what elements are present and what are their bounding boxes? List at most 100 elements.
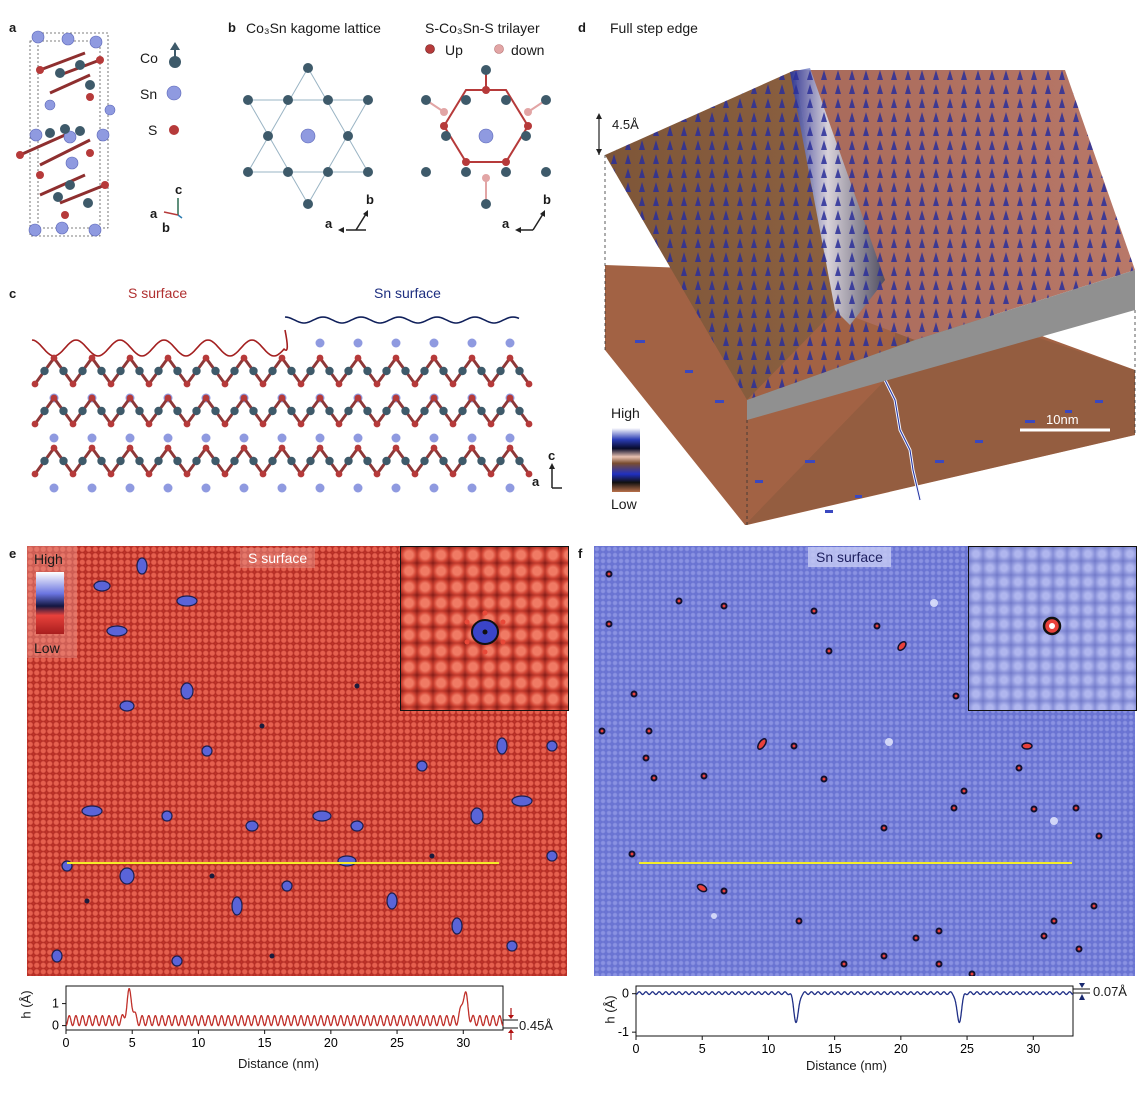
co-atom: [59, 456, 68, 466]
colorbar-d: [612, 428, 640, 492]
s-atom: [50, 394, 58, 402]
s-atom: [335, 380, 343, 388]
step-arrow-down: [508, 1015, 514, 1019]
co-atom: [344, 366, 353, 376]
co-atom: [154, 456, 163, 466]
s-atom: [164, 394, 172, 402]
trilayer-title: S-Co₃Sn-S trilayer: [425, 20, 540, 36]
co-atom: [97, 456, 106, 466]
co-atom: [116, 456, 125, 466]
y-tick-label: 1: [52, 997, 59, 1011]
panel-a-crystal-structure: [16, 30, 116, 237]
s-surface-tag: S surface: [240, 548, 316, 568]
s-atom: [373, 420, 381, 428]
s-atom: [183, 380, 191, 388]
sn-atom: [505, 483, 515, 493]
sn-atom: [429, 433, 439, 443]
co-atom: [249, 456, 258, 466]
sn-atom: [353, 483, 363, 493]
s-atom: [107, 420, 115, 428]
co-atom: [192, 366, 201, 376]
s-atom: [107, 380, 115, 388]
trilayer-diagram: [421, 65, 551, 209]
co-atom: [211, 456, 220, 466]
s-atom: [145, 420, 153, 428]
sn-atom: [467, 433, 477, 443]
co-atom: [287, 456, 296, 466]
step-arrow-up: [1079, 994, 1085, 1000]
x-tick-label: 0: [633, 1042, 640, 1056]
panel-b-label: b: [228, 20, 236, 35]
s-atom: [50, 444, 58, 452]
s-atom: [88, 394, 96, 402]
co-atom: [230, 406, 239, 416]
x-tick-label: 20: [894, 1042, 908, 1056]
co-atom: [135, 456, 144, 466]
x-tick-label: 10: [761, 1042, 775, 1056]
s-atom: [487, 420, 495, 428]
trilayer-zigzag: [33, 445, 531, 477]
sn-atom: [201, 483, 211, 493]
co-atom: [230, 366, 239, 376]
co-atom: [325, 406, 334, 416]
s-atom: [88, 354, 96, 362]
co-atom: [40, 366, 49, 376]
sn-atom: [125, 433, 135, 443]
s-atom: [335, 470, 343, 478]
step-height-label: 4.5Å: [612, 117, 639, 132]
profile-frame: [635, 985, 1074, 1037]
s-atom: [316, 354, 324, 362]
co-atom: [78, 366, 87, 376]
sn-atom-icon: [166, 85, 182, 101]
sn-surface-defects: [598, 570, 1103, 976]
co-atom: [287, 366, 296, 376]
sn-atom: [315, 433, 325, 443]
down-legend-label: down: [511, 42, 545, 58]
kagome-title: Co₃Sn kagome lattice: [246, 20, 381, 36]
sn-atom: [163, 483, 173, 493]
co-atom: [363, 406, 372, 416]
legend-s-label: S: [148, 122, 158, 138]
trilayer-axis-b: b: [543, 192, 551, 207]
s-atom: [411, 420, 419, 428]
y-tick-label: 0: [52, 1019, 59, 1033]
co-atom: [458, 406, 467, 416]
s-atom: [468, 394, 476, 402]
s-atom: [468, 444, 476, 452]
axis-b-label-a: b: [162, 220, 170, 235]
co-atom: [268, 366, 277, 376]
co-atom: [496, 456, 505, 466]
profile-e-step-label: 0.45Å: [519, 1018, 553, 1033]
s-atom: [525, 420, 533, 428]
s-atom: [506, 354, 514, 362]
s-atom: [392, 394, 400, 402]
profile-e-chart: 0 5 10 15 20 25 30 0 1: [52, 985, 518, 1050]
panel-f-label: f: [578, 546, 583, 561]
s-atom: [525, 380, 533, 388]
s-atom: [373, 470, 381, 478]
sn-atom: [315, 338, 325, 348]
s-atom: [373, 380, 381, 388]
s-atom: [202, 354, 210, 362]
s-surface-profile-line: [31, 329, 289, 357]
colorbar-e-high: High: [34, 551, 63, 567]
sn-atom: [239, 433, 249, 443]
co-atom: [401, 366, 410, 376]
s-atom: [88, 444, 96, 452]
co-atom: [173, 406, 182, 416]
down-legend-dot: [494, 44, 504, 54]
panel-d-label: d: [578, 20, 586, 35]
s-atom: [240, 444, 248, 452]
height-profile-line: [65, 988, 504, 1027]
s-atom: [202, 394, 210, 402]
s-atom: [164, 444, 172, 452]
s-atom: [31, 470, 39, 478]
s-atom: [316, 444, 324, 452]
s-atom: [240, 394, 248, 402]
profile-f-step-label: 0.07Å: [1093, 984, 1127, 999]
sn-atom: [467, 483, 477, 493]
s-atom: [183, 470, 191, 478]
sn-atom: [49, 433, 59, 443]
co-atom: [306, 456, 315, 466]
co-atom: [268, 406, 277, 416]
